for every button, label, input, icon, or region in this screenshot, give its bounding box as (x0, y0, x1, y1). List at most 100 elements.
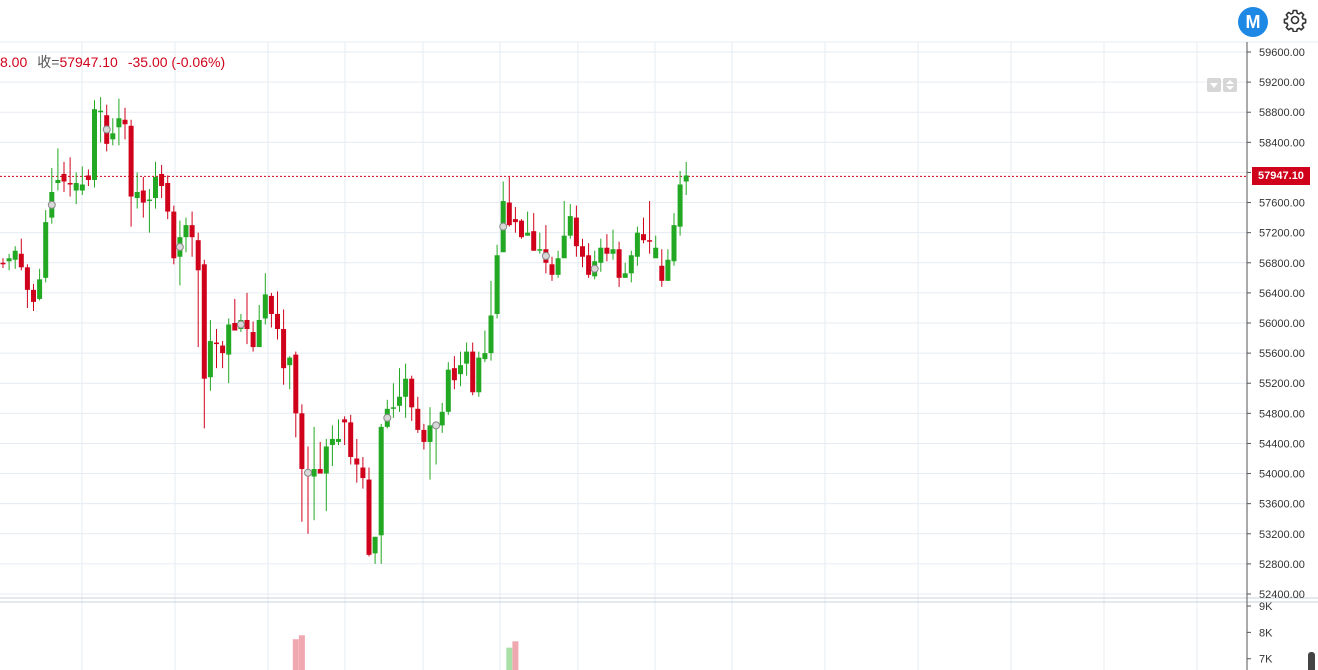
y-tick-label: 54800.00 (1259, 408, 1305, 420)
candle-body (293, 354, 299, 414)
candle-body (653, 247, 659, 259)
candle-body (580, 246, 585, 257)
candle-body (189, 225, 195, 238)
candle-body (336, 438, 341, 442)
candle-body (98, 110, 104, 113)
header-close-label: 收= (37, 54, 60, 70)
candle-body (153, 176, 158, 199)
volume-bar (298, 635, 305, 670)
candle-body (323, 446, 329, 474)
candle-body (378, 426, 384, 536)
candle-body (275, 313, 280, 330)
last-price-label: 57947.10 (1252, 167, 1310, 185)
candle-body (427, 425, 433, 442)
candle-body (397, 396, 402, 406)
y-tick-label: 59600.00 (1259, 47, 1305, 59)
candle-body (317, 469, 323, 474)
vol-tick-label: 7K (1259, 654, 1273, 666)
signal-marker (499, 222, 508, 231)
candle-body (134, 192, 140, 199)
vol-tick-label: 8K (1259, 627, 1273, 639)
candle-body (207, 341, 213, 378)
candle-body (403, 378, 409, 397)
candle-body (232, 323, 238, 331)
candle-body (116, 118, 122, 128)
y-tick-label: 53200.00 (1259, 529, 1305, 541)
signal-marker (590, 264, 599, 273)
signal-marker (432, 421, 441, 430)
y-tick-label: 52400.00 (1259, 589, 1305, 601)
candle-body (195, 240, 201, 271)
volume-bar (292, 639, 299, 670)
y-tick-label: 52800.00 (1259, 559, 1305, 571)
candle-body (220, 345, 226, 354)
logo-letter: M (1245, 11, 1261, 32)
candle-body (445, 369, 451, 412)
candle-body (512, 219, 518, 223)
y-tick-label: 57600.00 (1259, 198, 1305, 210)
volume-bar (512, 641, 519, 670)
candle-body (665, 259, 671, 281)
candle-body (616, 249, 622, 278)
candle-body (43, 222, 49, 278)
candle-body (641, 234, 646, 241)
candle-body (647, 240, 653, 242)
candle-body (354, 458, 360, 465)
candle-body (287, 357, 293, 366)
triangle-down-icon[interactable] (1207, 78, 1221, 92)
y-tick-label: 56000.00 (1259, 318, 1305, 330)
candle-body (183, 225, 189, 238)
candle-body (488, 315, 494, 354)
signal-marker (383, 413, 392, 422)
candle-body (342, 419, 348, 423)
candle-body (372, 536, 378, 554)
candle-body (476, 357, 482, 393)
candle-body (470, 351, 476, 393)
candle-body (37, 279, 43, 299)
candle-body (31, 289, 36, 302)
signal-marker (541, 252, 550, 261)
candle-body (409, 378, 415, 408)
y-tick-label: 57200.00 (1259, 228, 1305, 240)
y-tick-label: 56800.00 (1259, 258, 1305, 270)
candle-body (561, 235, 567, 259)
header-truncated-value: 8.00 (0, 54, 28, 70)
candle-body (531, 231, 537, 251)
y-tick-label: 53600.00 (1259, 499, 1305, 511)
ohlc-header: 8.00 收=57947.10 -35.00 (-0.06%) (0, 52, 225, 72)
candle-body (159, 173, 165, 186)
y-tick-label: 55200.00 (1259, 378, 1305, 390)
candle-body (439, 411, 445, 426)
candle-body (61, 173, 67, 182)
candle-body (268, 295, 274, 314)
candle-body (659, 265, 665, 281)
y-tick-label: 59200.00 (1259, 77, 1305, 89)
candle-body (146, 199, 152, 202)
gear-icon[interactable] (1283, 8, 1307, 32)
scroll-buttons (1207, 78, 1237, 92)
candle-body (555, 258, 561, 275)
candle-body (348, 422, 354, 457)
vol-tick-label: 9K (1259, 601, 1273, 613)
volume-level-indicator (1308, 652, 1315, 670)
y-tick-label: 54400.00 (1259, 438, 1305, 450)
candle-body (586, 255, 592, 275)
candle-body (55, 179, 61, 183)
m-logo-icon[interactable]: M (1238, 7, 1268, 37)
candle-body (244, 319, 250, 330)
candle-body (451, 368, 457, 381)
up-down-arrows-icon[interactable] (1223, 78, 1237, 92)
candle-body (458, 365, 463, 375)
candle-body (67, 182, 73, 185)
candle-body (390, 407, 396, 409)
candle-body (360, 467, 366, 479)
candle-body (421, 429, 427, 442)
candle-body (256, 319, 262, 348)
candle-body (24, 267, 30, 290)
y-tick-label: 58800.00 (1259, 107, 1305, 119)
candle-body (262, 294, 268, 319)
candle-body (122, 119, 128, 125)
candle-body (0, 262, 6, 265)
candle-body (537, 249, 543, 251)
